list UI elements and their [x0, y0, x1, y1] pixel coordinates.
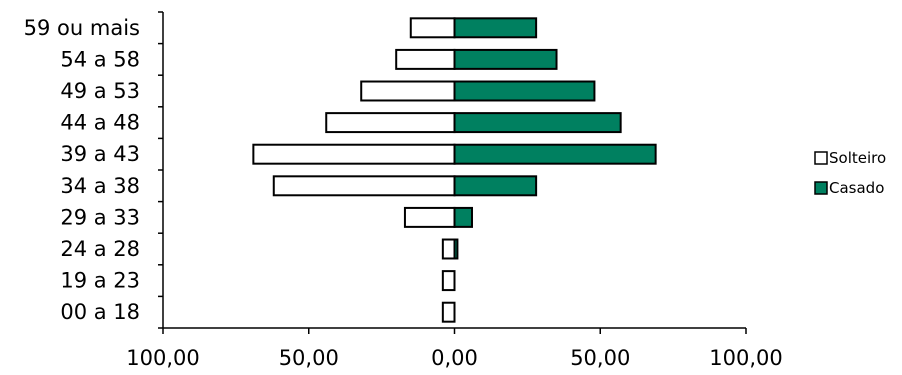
y-tick-label: 29 a 33	[60, 205, 140, 229]
bar-casado-4	[453, 175, 538, 197]
x-tick-label: 100,00	[126, 346, 199, 370]
y-tick-label: 39 a 43	[60, 142, 140, 166]
y-tick-label: 00 a 18	[60, 300, 140, 324]
axes-layer	[158, 11, 747, 334]
bar-casado-2	[453, 238, 459, 260]
y-tick-labels: 00 a 18 19 a 23 24 a 28 29 a 33 34 a 38 39 a …	[24, 16, 140, 324]
bar-casado-6	[453, 112, 622, 134]
y-tick-label: 19 a 23	[60, 269, 140, 293]
legend-label-casado: Casado	[829, 179, 884, 197]
bar-casado-7	[453, 80, 596, 102]
bar-solteiro-1	[441, 270, 456, 292]
y-tick-label: 59 ou mais	[24, 16, 140, 40]
y-tick-label: 24 a 28	[60, 237, 140, 261]
bars-layer	[252, 17, 657, 323]
y-tick-label: 34 a 38	[60, 174, 140, 198]
y-tick-label: 49 a 53	[60, 79, 140, 103]
x-tick-label: 50,00	[279, 346, 339, 370]
x-tick-label: 50,00	[570, 346, 630, 370]
bar-solteiro-4	[272, 175, 456, 197]
x-tick-labels: 100,00 50,00 0,00 50,00 100,00	[126, 346, 782, 370]
bar-solteiro-2	[441, 238, 456, 260]
legend-swatch-solteiro	[814, 151, 828, 165]
y-tick-label: 44 a 48	[60, 111, 140, 135]
bar-solteiro-5	[252, 143, 456, 165]
bar-casado-5	[453, 143, 657, 165]
bar-solteiro-7	[360, 80, 456, 102]
bar-solteiro-3	[403, 206, 456, 228]
bar-casado-9	[453, 17, 538, 39]
bar-solteiro-6	[325, 112, 456, 134]
bar-casado-3	[453, 206, 473, 228]
bar-solteiro-9	[409, 17, 456, 39]
x-tick-label: 100,00	[709, 346, 782, 370]
bar-solteiro-0	[441, 301, 456, 323]
x-tick-label: 0,00	[431, 346, 478, 370]
bar-casado-8	[453, 48, 558, 70]
legend: Solteiro Casado	[814, 149, 886, 197]
bar-solteiro-8	[395, 48, 456, 70]
legend-swatch-casado	[814, 181, 828, 195]
y-tick-label: 54 a 58	[60, 47, 140, 71]
legend-label-solteiro: Solteiro	[829, 149, 886, 167]
